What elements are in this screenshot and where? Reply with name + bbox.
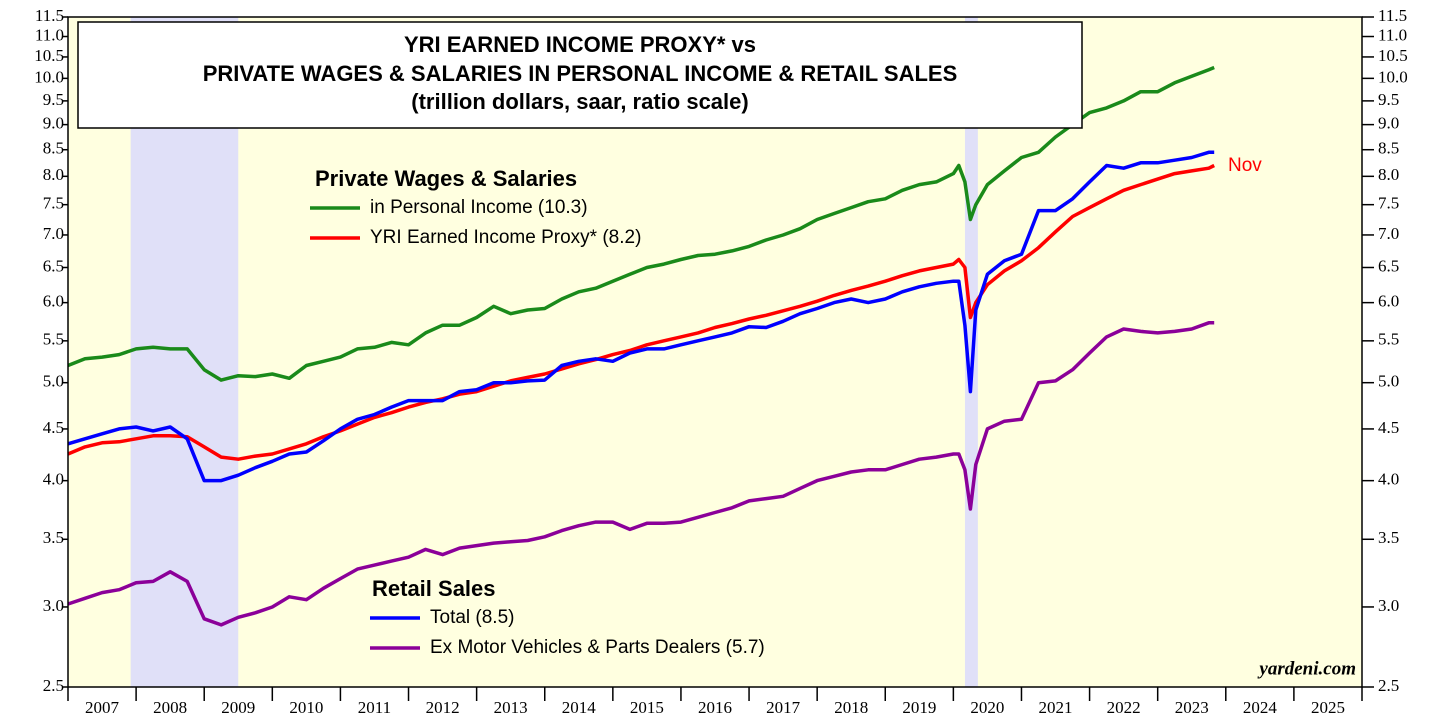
y2-tick-label: 6.0 xyxy=(1378,292,1399,311)
y-tick-label: 4.0 xyxy=(43,470,64,489)
x-tick-label: 2021 xyxy=(1039,698,1073,717)
y-tick-label: 10.0 xyxy=(34,67,64,86)
x-tick-label: 2015 xyxy=(630,698,664,717)
x-tick-label: 2023 xyxy=(1175,698,1209,717)
x-tick-label: 2024 xyxy=(1243,698,1278,717)
source: yardeni.com xyxy=(1257,658,1356,679)
y-tick-label: 7.5 xyxy=(43,194,64,213)
x-tick-label: 2014 xyxy=(562,698,597,717)
legend-title: Retail Sales xyxy=(372,576,496,601)
y2-tick-label: 4.5 xyxy=(1378,418,1399,437)
legend-label: Total (8.5) xyxy=(430,607,514,628)
legend-label: in Personal Income (10.3) xyxy=(370,197,588,218)
y2-tick-label: 11.0 xyxy=(1378,25,1407,44)
y2-tick-label: 4.0 xyxy=(1378,470,1399,489)
x-tick-label: 2020 xyxy=(970,698,1004,717)
x-tick-label: 2010 xyxy=(289,698,323,717)
y-tick-label: 3.0 xyxy=(43,596,64,615)
y-tick-label: 11.5 xyxy=(35,6,64,25)
y-tick-label: 3.5 xyxy=(43,528,64,547)
y2-tick-label: 5.5 xyxy=(1378,330,1399,349)
x-tick-label: 2013 xyxy=(494,698,528,717)
y2-tick-label: 5.0 xyxy=(1378,372,1399,391)
y-tick-label: 8.5 xyxy=(43,139,64,158)
x-tick-label: 2019 xyxy=(902,698,936,717)
y-tick-label: 9.0 xyxy=(43,114,64,133)
legend-label: Ex Motor Vehicles & Parts Dealers (5.7) xyxy=(430,637,765,658)
y-tick-label: 7.0 xyxy=(43,224,64,243)
x-tick-label: 2025 xyxy=(1311,698,1345,717)
chart-title: (trillion dollars, saar, ratio scale) xyxy=(411,89,748,114)
y2-tick-label: 6.5 xyxy=(1378,256,1399,275)
y2-tick-label: 8.5 xyxy=(1378,139,1399,158)
chart-title: PRIVATE WAGES & SALARIES IN PERSONAL INC… xyxy=(203,61,958,86)
x-tick-label: 2016 xyxy=(698,698,732,717)
y2-tick-label: 2.5 xyxy=(1378,676,1399,695)
x-tick-label: 2008 xyxy=(153,698,187,717)
y-tick-label: 2.5 xyxy=(43,676,64,695)
plot-frame xyxy=(67,16,1363,688)
y2-tick-label: 10.0 xyxy=(1378,67,1408,86)
y-tick-label: 5.5 xyxy=(43,330,64,349)
x-tick-label: 2018 xyxy=(834,698,868,717)
y-tick-label: 11.0 xyxy=(35,25,64,44)
y2-tick-label: 9.5 xyxy=(1378,90,1399,109)
y2-tick-label: 9.0 xyxy=(1378,114,1399,133)
legend-label: YRI Earned Income Proxy* (8.2) xyxy=(370,227,641,248)
y-tick-label: 6.0 xyxy=(43,292,64,311)
y-tick-label: 6.5 xyxy=(43,256,64,275)
legend-title: Private Wages & Salaries xyxy=(315,166,577,191)
x-tick-label: 2022 xyxy=(1107,698,1141,717)
y2-tick-label: 7.5 xyxy=(1378,194,1399,213)
y2-tick-label: 11.5 xyxy=(1378,6,1407,25)
chart-title: YRI EARNED INCOME PROXY* vs xyxy=(404,32,756,57)
x-tick-label: 2007 xyxy=(85,698,120,717)
series-line xyxy=(67,321,1215,627)
y2-tick-label: 8.0 xyxy=(1378,165,1399,184)
y2-tick-label: 3.5 xyxy=(1378,528,1399,547)
y-tick-label: 4.5 xyxy=(43,418,64,437)
y-tick-label: 5.0 xyxy=(43,372,64,391)
y2-tick-label: 10.5 xyxy=(1378,46,1408,65)
x-tick-label: 2009 xyxy=(221,698,255,717)
y-tick-label: 8.0 xyxy=(43,165,64,184)
series-line xyxy=(67,150,1215,483)
y-tick-label: 9.5 xyxy=(43,90,64,109)
series-line xyxy=(67,65,1215,382)
annotation: Nov xyxy=(1228,155,1262,176)
y2-tick-label: 7.0 xyxy=(1378,224,1399,243)
y2-tick-label: 3.0 xyxy=(1378,596,1399,615)
y-tick-label: 10.5 xyxy=(34,46,64,65)
x-tick-label: 2011 xyxy=(358,698,391,717)
x-tick-label: 2012 xyxy=(426,698,460,717)
title-box xyxy=(77,21,1083,129)
series-line xyxy=(67,163,1215,461)
x-tick-label: 2017 xyxy=(766,698,801,717)
